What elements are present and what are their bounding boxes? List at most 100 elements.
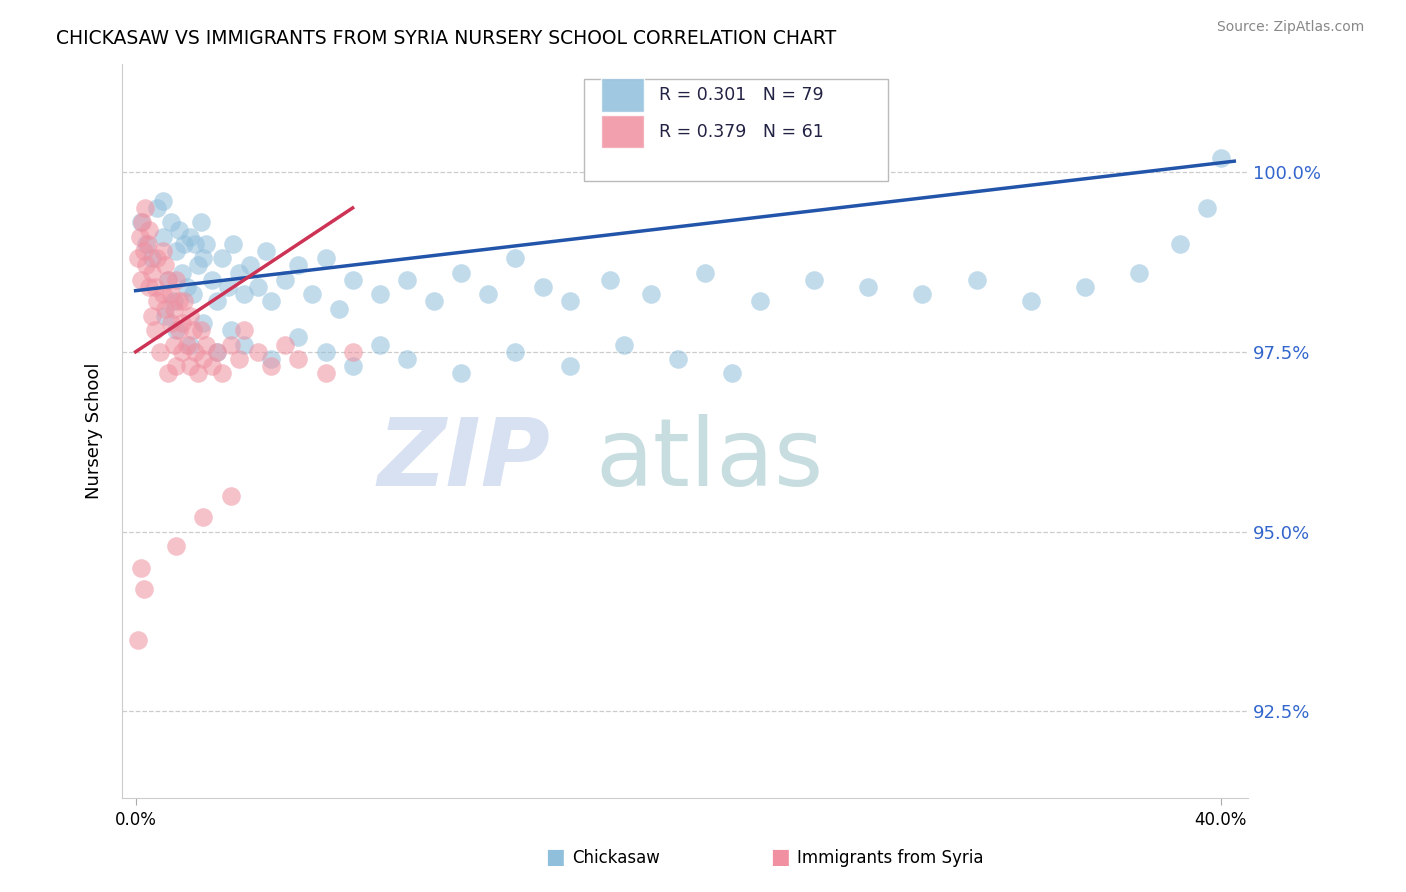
Point xyxy=(160,215,183,229)
Point xyxy=(127,252,149,266)
Point xyxy=(599,273,621,287)
Point xyxy=(222,236,245,251)
Text: 40.0%: 40.0% xyxy=(1195,811,1247,829)
Point xyxy=(155,309,177,323)
Point xyxy=(129,215,152,229)
Point xyxy=(193,252,215,266)
Point xyxy=(246,280,269,294)
Point xyxy=(423,294,446,309)
Point xyxy=(395,351,418,366)
Point xyxy=(1128,266,1150,280)
Text: ZIP: ZIP xyxy=(377,414,550,507)
Point xyxy=(152,229,174,244)
Text: ■: ■ xyxy=(546,847,565,867)
Point xyxy=(173,294,195,309)
FancyBboxPatch shape xyxy=(600,78,644,112)
Point xyxy=(165,244,187,258)
Point xyxy=(505,252,527,266)
Point xyxy=(170,266,193,280)
Point xyxy=(187,367,209,381)
Point xyxy=(190,323,212,337)
Point xyxy=(274,273,297,287)
FancyBboxPatch shape xyxy=(600,115,644,148)
Point xyxy=(134,201,156,215)
Point xyxy=(450,367,472,381)
Point xyxy=(129,273,152,287)
Text: atlas: atlas xyxy=(595,414,823,507)
Point xyxy=(505,344,527,359)
Point xyxy=(260,351,283,366)
Point xyxy=(219,337,242,351)
Point xyxy=(200,273,222,287)
Point xyxy=(219,323,242,337)
Point xyxy=(141,252,163,266)
Point xyxy=(157,367,180,381)
Point xyxy=(193,510,215,524)
Point xyxy=(160,287,183,301)
Point xyxy=(179,229,201,244)
Point xyxy=(254,244,277,258)
Point xyxy=(477,287,499,301)
Point xyxy=(132,244,155,258)
Point xyxy=(195,236,218,251)
Point xyxy=(287,330,309,344)
Point xyxy=(146,252,169,266)
Point xyxy=(1209,151,1232,165)
Point xyxy=(181,287,204,301)
Text: R = 0.301   N = 79: R = 0.301 N = 79 xyxy=(659,86,824,103)
Point xyxy=(152,194,174,208)
Point xyxy=(176,280,198,294)
Text: ■: ■ xyxy=(770,847,790,867)
Point xyxy=(131,215,153,229)
Text: Source: ZipAtlas.com: Source: ZipAtlas.com xyxy=(1216,20,1364,34)
Point xyxy=(695,266,717,280)
Point xyxy=(666,351,689,366)
Point xyxy=(613,337,636,351)
Point xyxy=(165,539,187,553)
Point xyxy=(205,344,228,359)
Point xyxy=(233,337,256,351)
Point xyxy=(167,294,190,309)
Point xyxy=(165,323,187,337)
Point xyxy=(315,367,337,381)
Point xyxy=(748,294,770,309)
Point xyxy=(274,337,297,351)
Point xyxy=(260,294,283,309)
Point xyxy=(856,280,879,294)
Point xyxy=(395,273,418,287)
Point xyxy=(531,280,554,294)
Point xyxy=(149,344,172,359)
Point xyxy=(328,301,350,316)
Point xyxy=(205,294,228,309)
Point xyxy=(179,337,201,351)
Point xyxy=(342,344,364,359)
Point xyxy=(911,287,934,301)
Point xyxy=(342,273,364,287)
Point xyxy=(187,259,209,273)
Point xyxy=(143,323,166,337)
Point xyxy=(165,273,187,287)
Point xyxy=(129,560,152,574)
Point xyxy=(966,273,988,287)
Point xyxy=(1074,280,1097,294)
Point xyxy=(228,266,250,280)
Point xyxy=(143,280,166,294)
Point xyxy=(1019,294,1042,309)
Point xyxy=(152,287,174,301)
Point xyxy=(640,287,662,301)
Point xyxy=(181,323,204,337)
Point xyxy=(205,344,228,359)
Point xyxy=(558,294,581,309)
Point xyxy=(450,266,472,280)
Point xyxy=(135,259,157,273)
Point xyxy=(260,359,283,374)
Point xyxy=(136,236,159,251)
Text: CHICKASAW VS IMMIGRANTS FROM SYRIA NURSERY SCHOOL CORRELATION CHART: CHICKASAW VS IMMIGRANTS FROM SYRIA NURSE… xyxy=(56,29,837,47)
Point xyxy=(287,259,309,273)
Point xyxy=(162,294,184,309)
Point xyxy=(193,316,215,330)
Point xyxy=(167,323,190,337)
Point xyxy=(141,266,163,280)
Y-axis label: Nursery School: Nursery School xyxy=(86,363,103,500)
Point xyxy=(1168,236,1191,251)
